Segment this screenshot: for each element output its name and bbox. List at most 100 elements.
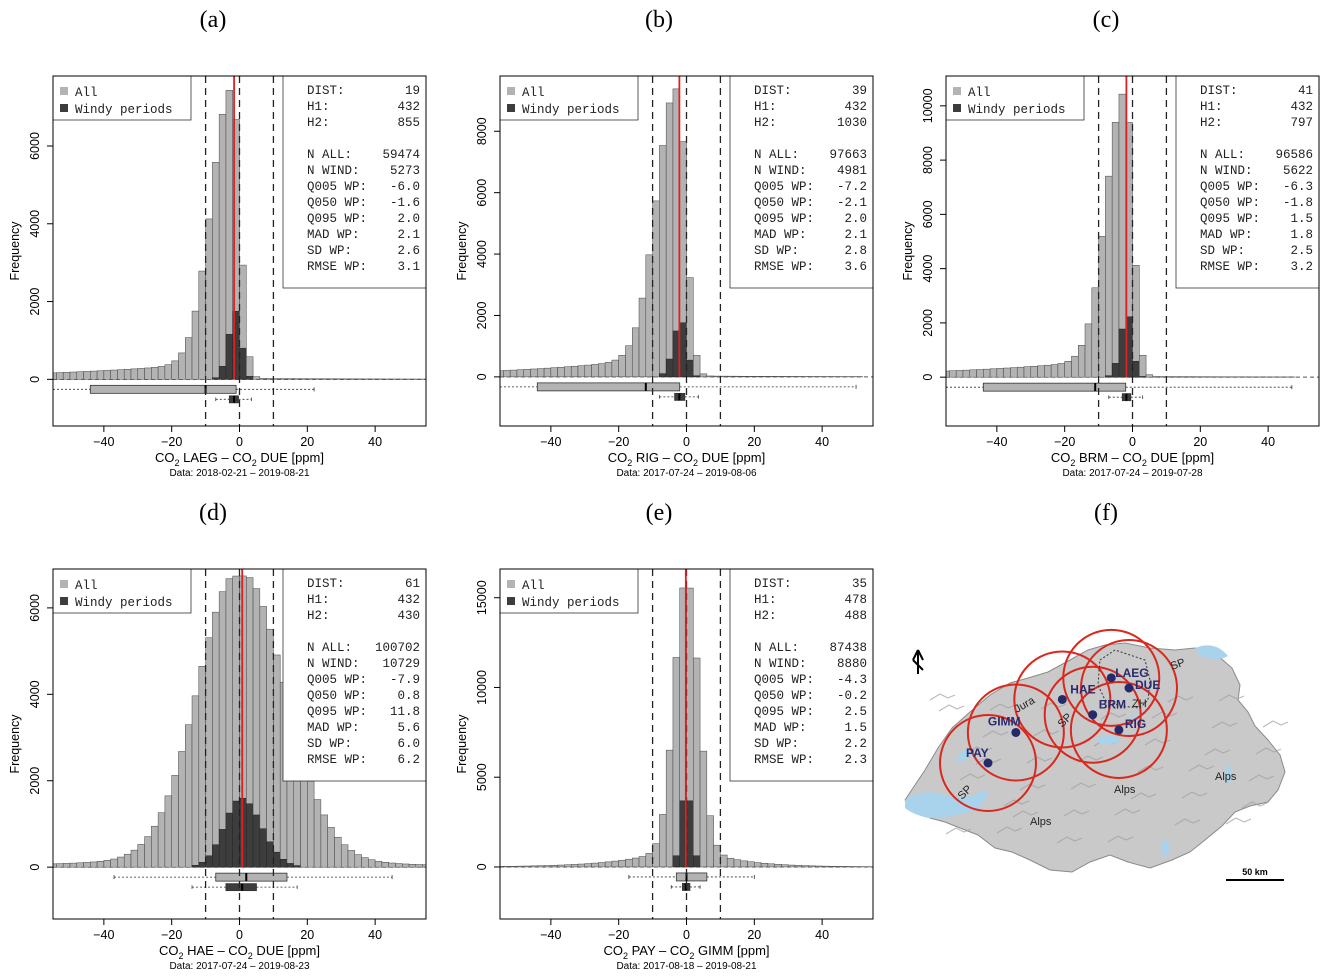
- stats-value: 97663: [829, 148, 867, 162]
- stats-value: 100702: [375, 641, 420, 655]
- y-tick-label: 2000: [28, 767, 42, 795]
- histogram-bar-all: [598, 862, 606, 868]
- x-label-sub: 2: [689, 951, 694, 961]
- histogram-bar-all: [740, 375, 748, 378]
- legend-label-all: All: [968, 86, 991, 100]
- stats-key: MAD WP:: [307, 721, 360, 735]
- relief-ridge: [959, 773, 986, 781]
- histogram-bar-all: [983, 368, 991, 378]
- histogram-bar-all: [618, 355, 626, 378]
- histogram-bar-windy: [672, 855, 680, 868]
- histogram-bar-all: [171, 360, 179, 380]
- panel-label-f: (f): [1094, 500, 1118, 526]
- stats-key: H1:: [307, 100, 330, 114]
- histogram-bar-windy: [659, 373, 667, 378]
- histogram-bar-all: [415, 864, 423, 868]
- x-tick-label: 20: [747, 435, 761, 449]
- stats-value: 3.1: [397, 260, 420, 274]
- histogram-bar-all: [976, 369, 984, 378]
- stats-value: 488: [844, 609, 867, 623]
- stats-box: DIST: 35 H1: 478 H2: 488 N ALL: 87438 N WIND: 888…: [729, 568, 874, 782]
- histogram-bar-all: [733, 859, 742, 868]
- histogram-bar-all: [96, 861, 105, 868]
- x-label-sub: 2: [623, 951, 628, 961]
- histogram-bar-all: [801, 865, 809, 868]
- stats-value: -2.1: [837, 196, 867, 210]
- histogram-bar-all: [137, 844, 145, 868]
- stats-key: RMSE WP:: [307, 260, 367, 274]
- x-axis-label: CO2 PAY – CO2 GIMM [ppm]: [603, 943, 769, 961]
- histogram-bar-all: [530, 368, 538, 378]
- histogram-bar-all: [164, 364, 172, 380]
- legend-label-windy: Windy periods: [522, 103, 620, 117]
- x-label-sub: 2: [627, 458, 632, 468]
- panel-label-e: (e): [645, 500, 673, 526]
- histogram-bar-windy: [279, 859, 288, 868]
- stats-value: -0.2: [837, 689, 867, 703]
- x-tick-label: 20: [1193, 435, 1207, 449]
- histogram-bar-all: [962, 369, 970, 378]
- plot-area: [53, 76, 426, 426]
- stats-value: 2.2: [844, 737, 867, 751]
- zh-label: ZH: [1132, 698, 1147, 710]
- stats-value: 19: [405, 84, 420, 98]
- x-label-part: BRM – CO: [1075, 450, 1141, 465]
- x-label-part: PAY – CO: [628, 943, 689, 958]
- stats-value: 2.5: [844, 705, 867, 719]
- histogram-bar-all: [665, 749, 674, 868]
- station-label: BRM: [1099, 698, 1126, 712]
- legend-swatch-all: [953, 87, 961, 95]
- relief-ridge: [1181, 791, 1208, 799]
- data-period-label: Data: 2018-02-21 – 2019-08-21: [169, 468, 310, 479]
- box-iqr: [982, 382, 1127, 392]
- stats-key: DIST:: [1200, 84, 1238, 98]
- y-tick-label: 4000: [28, 210, 42, 238]
- x-axis-label: CO2 BRM – CO2 DUE [ppm]: [1051, 450, 1214, 468]
- histogram-bar-all: [706, 375, 714, 378]
- x-label-part: DUE [ppm]: [1147, 450, 1214, 465]
- stats-key: Q095 WP:: [754, 705, 814, 719]
- histogram-bar-all: [652, 843, 660, 868]
- histogram-bar-all: [584, 364, 592, 378]
- histogram-bar-all: [537, 865, 545, 868]
- relief-ridge: [1241, 801, 1268, 809]
- histogram-bar-all: [564, 366, 572, 378]
- histogram-bar-all: [123, 853, 132, 868]
- stats-key: Q095 WP:: [1200, 212, 1260, 226]
- histogram-bar-all: [266, 378, 274, 380]
- histogram-bar-all: [740, 860, 748, 868]
- plot-area: [53, 569, 426, 919]
- legend-box: [499, 568, 639, 614]
- histogram-bar-all: [171, 775, 179, 868]
- histogram-bar-all: [320, 814, 328, 868]
- histogram-bar-all: [110, 369, 118, 380]
- histogram-bar-all: [62, 863, 71, 868]
- histogram-panel: All Windy periods DIST: 19 H1: 432 H2: 855 N ALL…: [8, 75, 427, 479]
- relief-ridge: [1248, 774, 1275, 782]
- relief-ridge: [1218, 694, 1245, 702]
- relief-ridge: [1137, 765, 1164, 773]
- boxplot-windy: [1108, 393, 1144, 402]
- histogram-bar-all: [537, 368, 545, 378]
- y-tick-label: 0: [28, 864, 42, 871]
- histogram-bar-all: [123, 369, 132, 380]
- stats-key: Q050 WP:: [1200, 196, 1260, 210]
- x-tick-label: −20: [161, 435, 182, 449]
- stats-value: 96586: [1275, 148, 1313, 162]
- histogram-bar-all: [645, 254, 653, 378]
- legend-label-all: All: [75, 86, 98, 100]
- histogram-bar-all: [516, 369, 524, 378]
- stats-value: -6.3: [1283, 180, 1313, 194]
- histogram-bar-all: [543, 367, 552, 378]
- box-iqr: [675, 872, 708, 882]
- histogram-bar-all: [103, 860, 111, 868]
- stats-value: 1.8: [1290, 228, 1313, 242]
- stats-key: Q005 WP:: [754, 673, 814, 687]
- relief-ridge: [982, 730, 1009, 738]
- histogram-bar-all: [1023, 366, 1032, 378]
- histogram-bar-all: [611, 359, 619, 378]
- histogram-bar-all: [591, 862, 599, 868]
- histogram-bar-all: [1186, 376, 1194, 378]
- x-tick-label: 40: [368, 435, 382, 449]
- x-label-part: CO: [1051, 450, 1071, 465]
